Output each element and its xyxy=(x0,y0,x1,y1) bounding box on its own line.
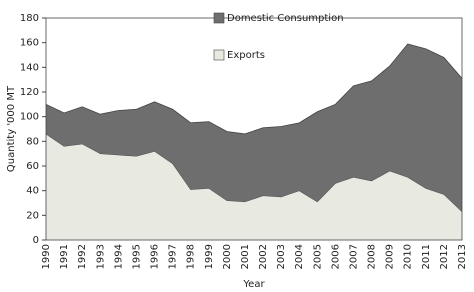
y-tick-label: 100 xyxy=(20,112,39,123)
x-tick-label: 1996 xyxy=(150,244,161,269)
x-tick-label: 1991 xyxy=(59,244,70,269)
y-tick-label: 20 xyxy=(26,210,39,221)
y-tick-label: 60 xyxy=(26,161,39,172)
x-axis-label: Year xyxy=(242,279,265,290)
x-tick-label: 2007 xyxy=(348,244,359,269)
x-tick-label: 1998 xyxy=(186,244,197,269)
x-tick-label: 1997 xyxy=(168,244,179,269)
y-tick-label: 180 xyxy=(20,13,39,24)
x-tick-label: 2010 xyxy=(403,244,414,269)
y-tick-label: 160 xyxy=(20,38,39,49)
area-edge xyxy=(45,43,463,135)
legend-swatch xyxy=(213,49,225,61)
x-tick-label: 1990 xyxy=(41,244,52,269)
x-tick-label: 1995 xyxy=(131,244,142,269)
area-fill xyxy=(46,43,462,212)
area-fill xyxy=(46,133,462,240)
x-tick-label: 2000 xyxy=(222,244,233,269)
x-tick-label: 1999 xyxy=(204,244,215,269)
y-tick-label: 120 xyxy=(20,87,39,98)
x-tick-label: 2013 xyxy=(457,244,468,269)
plot-frame xyxy=(45,17,463,241)
x-tick-label: 2012 xyxy=(439,244,450,269)
x-tick-label: 2005 xyxy=(312,244,323,269)
x-tick-label: 2004 xyxy=(294,244,305,269)
y-tick-label: 140 xyxy=(20,62,39,73)
y-axis-label: Quantity '000 MT xyxy=(6,85,17,172)
x-tick-label: 1992 xyxy=(77,244,88,269)
x-tick-label: 2009 xyxy=(385,244,396,269)
x-tick-label: 2011 xyxy=(421,244,432,269)
legend-label: Domestic Consumption xyxy=(227,13,344,24)
x-tick-label: 2001 xyxy=(240,244,251,269)
x-tick-label: 1993 xyxy=(95,244,106,269)
x-tick-label: 2002 xyxy=(258,244,269,269)
x-tick-label: 2003 xyxy=(276,244,287,269)
x-tick-label: 2006 xyxy=(330,244,341,269)
x-tick-label: 2008 xyxy=(367,244,378,269)
legend-label: Exports xyxy=(227,50,265,61)
y-tick-label: 80 xyxy=(26,136,39,147)
y-tick-label: 40 xyxy=(26,186,39,197)
y-tick-label: 0 xyxy=(33,235,39,246)
legend-swatch xyxy=(213,12,225,24)
x-tick-label: 1994 xyxy=(113,244,124,269)
